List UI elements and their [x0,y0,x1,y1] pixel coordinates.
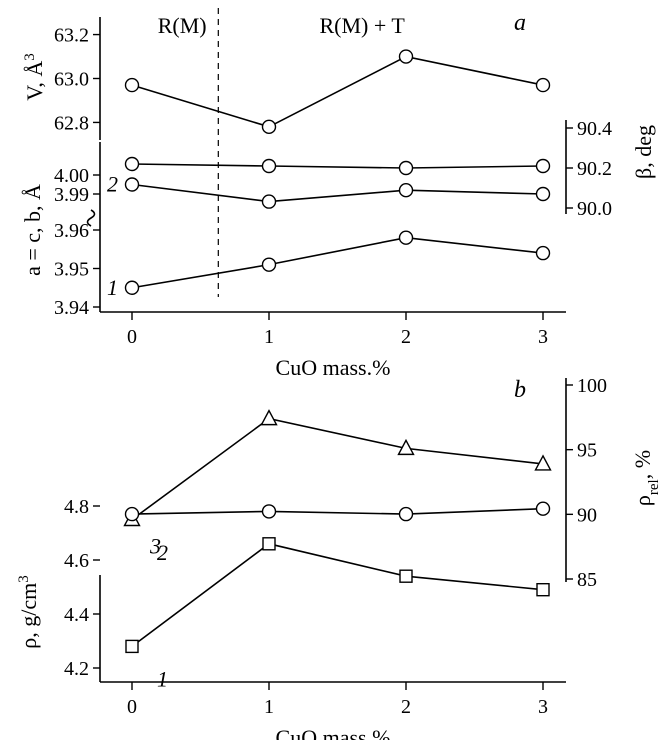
panel-b-x-axis-title: CuO mass.% [276,725,391,740]
panel-a-region-label-0: R(M) [158,13,207,38]
panel-b-density-series-0-point-1 [262,537,276,551]
panel-a-lattice-series-1-point-1 [261,194,277,209]
panel-a-lattice-series-0-line [131,236,544,289]
panel-b-density-y-tick-label-3: 4.8 [64,496,89,518]
panel-b-rel-y-tick-label-2: 95 [577,440,597,462]
panel-b-x-tick-label-3: 3 [538,696,548,718]
panel-a-lattice-y-tick-label-3: 3.99 [54,184,89,206]
panel-a-v-y-tick-label-0: 62.8 [54,112,89,134]
panel-a-v-series-0-point-3 [535,77,551,93]
panel-a-lattice-y-tick-label-0: 3.94 [54,297,89,319]
panel-b-density-y-tick-label-0: 4.2 [64,658,89,680]
panel-a-lattice-series-1-point-3 [535,186,551,202]
panel-b-density-series-1-line [131,507,544,515]
panel-a-beta-y-tick-label-0: 90.0 [577,198,612,220]
panel-b-x-tick-label-1: 1 [264,696,274,718]
panel-a-v-series-0-point-2 [398,49,414,64]
panel-b-x-tick-label-0: 0 [127,696,137,718]
panel-a-x-tick-label-1: 1 [264,326,274,348]
panel-a-lattice-series-0-point-0 [124,280,140,295]
panel-a-lattice-axis-title: a = c, b, Å [20,184,45,276]
panel-b-density-y-tick-label-1: 4.4 [64,604,89,626]
panel-b-density-axis-title: ρ, g/cm3 [16,575,41,648]
panel-a-lattice-series-1-line [131,183,544,203]
panel-a-x-tick-label-0: 0 [127,326,137,348]
panel-a-x-axis-title: CuO mass.% [276,355,391,380]
panel-a-lattice-series-0-point-3 [535,245,551,261]
panel-a-beta-y-tick-label-1: 90.2 [577,158,612,180]
panel-a-lattice-y-tick-label-2: 3.96 [54,220,89,242]
panel-b-density-series-1-point-2 [398,506,414,522]
panel-a-x-tick-label-3: 3 [538,326,548,348]
panel-b-density-series-0-point-2 [399,569,413,583]
panel-b-density-series-0-label: 1 [157,666,168,691]
panel-b-x-tick-label-2: 2 [401,696,411,718]
panel-a-lattice-series-0-label: 1 [107,275,118,300]
panel-a-beta-series-0-point-1 [261,158,277,174]
panel-a-lattice-y-tick-label-1: 3.95 [54,259,89,281]
panel-b-letter: b [514,377,526,403]
panel-a-beta-series-0-point-0 [124,156,140,172]
panel-a-region-label-1: R(M) + T [319,13,405,38]
panel-a-beta-y-tick-label-2: 90.4 [577,118,612,140]
panel-a-lattice-series-1-point-0 [124,177,140,192]
panel-b-density-series-0-line [131,542,544,648]
panel-a-beta-axis-title: β, deg [631,125,656,179]
panel-a-lattice-axis-break [86,209,96,227]
panel-a-lattice-series-1-label: 2 [107,172,118,197]
panel-b-rel-series-0-line [131,417,544,521]
panel-a-v-y-tick-label-1: 63.0 [54,69,89,91]
panel-a-lattice-y-tick-label-4: 4.00 [54,165,89,187]
panel-b-rel-series-0-point-3 [534,454,552,471]
panel-b-density-series-1-point-3 [535,501,551,516]
panel-a-lattice-series-1-point-2 [398,182,414,198]
panel-b-rel-axis-title: ρrel, % [630,450,662,506]
panel-b-rel-series-0-label: 3 [149,534,161,559]
panel-b-density-series-1-point-0 [124,506,140,522]
panel-a-lattice-series-0-point-2 [398,230,414,245]
panel-a-v-series-0-point-0 [124,77,140,93]
panel-a-v-series-0-line [131,55,544,128]
panel-b-rel-y-tick-label-3: 100 [577,375,607,397]
panel-a-letter: a [514,10,526,36]
panel-b-rel-y-tick-label-1: 90 [577,504,597,526]
panel-a-beta-series-0-point-2 [398,160,414,176]
panel-a-v-axis-title: V, Å3 [22,53,47,100]
panel-b-density-series-0-point-3 [536,583,550,597]
panel-a-v-series-0-point-1 [261,119,277,135]
panel-b-density-series-0-point-0 [125,639,139,654]
panel-b-density-series-1-point-1 [261,504,277,519]
panel-b-rel-y-tick-label-0: 85 [577,569,597,591]
panel-a-v-y-tick-label-2: 63.2 [54,25,89,47]
panel-a-beta-series-0-point-3 [535,158,551,174]
panel-b-rel-series-0-point-2 [397,438,415,456]
panel-b-rel-series-0-point-1 [260,409,278,426]
panel-a-lattice-series-0-point-1 [261,257,277,272]
panel-b-density-series-1-label: 2 [157,540,168,565]
panel-a-x-tick-label-2: 2 [401,326,411,348]
panel-a-beta-series-0-line [131,163,544,169]
panel-b-density-y-tick-label-2: 4.6 [64,550,89,572]
